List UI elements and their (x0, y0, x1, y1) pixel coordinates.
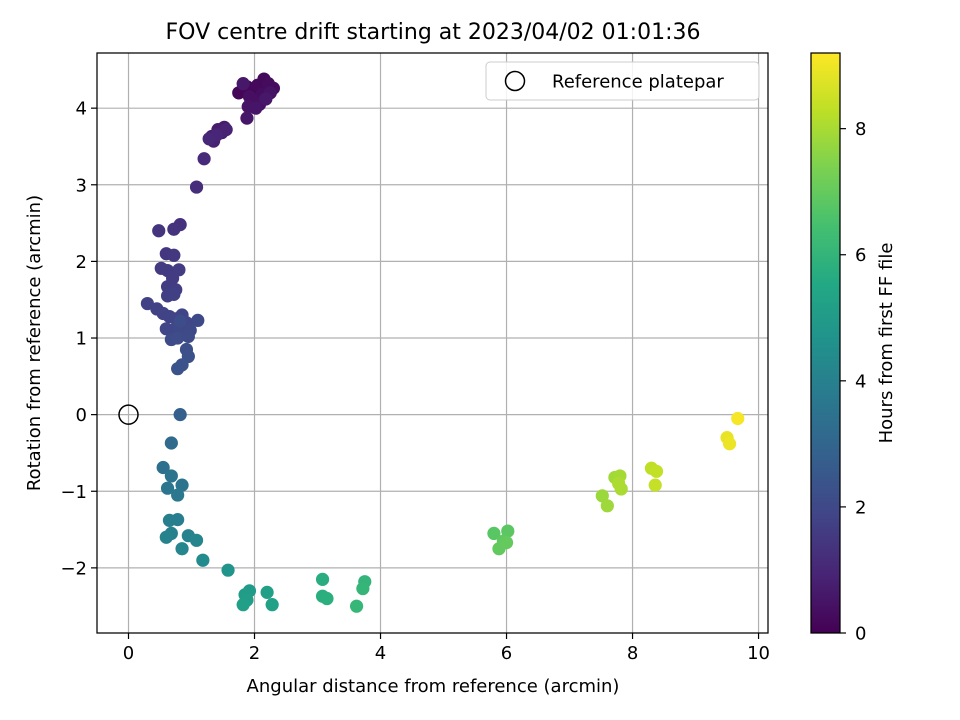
data-point (236, 598, 250, 612)
data-point (164, 436, 178, 450)
colorbar-tick-label: 2 (855, 497, 866, 518)
x-tick-label: 8 (627, 643, 638, 664)
data-point (499, 535, 514, 550)
data-point (171, 488, 185, 502)
data-point (249, 101, 263, 115)
reference-platepar-marker (118, 404, 139, 425)
data-point (487, 526, 501, 540)
data-point (202, 132, 216, 146)
data-point (315, 572, 330, 586)
data-point (175, 542, 189, 556)
data-point (196, 553, 210, 567)
colorbar: 0 2 4 6 8 Hours from first FF file (810, 52, 897, 645)
legend: Reference platepar (485, 61, 760, 101)
x-tick-label: 2 (249, 643, 260, 664)
data-point (236, 77, 250, 91)
data-point (648, 478, 662, 492)
data-point (649, 464, 664, 478)
data-point (189, 180, 204, 194)
x-tick-label: 0 (123, 643, 134, 664)
data-point (722, 437, 737, 451)
legend-label: Reference platepar (552, 72, 724, 93)
data-point (260, 585, 274, 599)
y-tick-label: 4 (76, 99, 87, 120)
colorbar-frame (810, 52, 841, 634)
colorbar-tick-label: 4 (855, 371, 866, 392)
y-tick-label: 2 (76, 252, 87, 273)
colorbar-ticks: 0 2 4 6 8 (840, 119, 866, 645)
colorbar-tick-label: 8 (855, 119, 866, 140)
data-point (349, 599, 364, 613)
y-tick-label: 0 (76, 405, 87, 426)
data-point (156, 460, 170, 475)
data-point (259, 92, 273, 106)
plot-frame (96, 52, 769, 634)
y-tick-label: 3 (76, 175, 87, 196)
data-point (171, 362, 185, 376)
data-point (152, 224, 166, 238)
data-point (240, 111, 254, 125)
data-point (242, 90, 257, 104)
x-tick-label: 10 (747, 643, 770, 664)
x-tick-label: 4 (375, 643, 386, 664)
data-point (162, 513, 177, 527)
y-axis-ticks: −2 −1 0 1 2 3 4 (60, 99, 97, 579)
data-point (160, 481, 175, 495)
data-point (197, 152, 211, 166)
y-tick-label: 1 (76, 329, 87, 350)
x-axis-ticks: 0 2 4 6 8 10 (123, 633, 770, 664)
data-point (167, 248, 181, 262)
data-point (173, 408, 187, 422)
data-point (175, 478, 189, 492)
data-point (265, 598, 279, 612)
colorbar-gradient (811, 53, 840, 633)
data-point (189, 533, 204, 547)
grid (97, 53, 768, 633)
x-axis-label: Angular distance from reference (arcmin) (247, 676, 620, 697)
data-point (595, 489, 609, 503)
data-point (181, 329, 195, 344)
colorbar-tick-label: 6 (855, 245, 866, 266)
x-tick-label: 6 (501, 643, 512, 664)
data-point (600, 499, 614, 513)
data-point (164, 469, 178, 483)
y-axis-label: Rotation from reference (arcmin) (24, 195, 45, 491)
data-point (191, 313, 205, 327)
data-point (320, 591, 334, 606)
legend-box (485, 61, 760, 101)
data-point (612, 476, 626, 491)
data-point (171, 331, 185, 345)
data-points (140, 72, 745, 613)
data-point (731, 411, 745, 426)
data-point (221, 563, 235, 577)
data-point (501, 524, 515, 538)
data-point (356, 581, 370, 596)
plot-background (97, 53, 768, 633)
colorbar-label: Hours from first FF file (876, 243, 897, 444)
colorbar-tick-label: 0 (855, 624, 866, 645)
data-point (159, 530, 173, 544)
plot-area: 0 2 4 6 8 10 −2 −1 0 1 2 3 4 (60, 52, 770, 664)
y-tick-label: −2 (60, 558, 87, 579)
chart-title: FOV centre drift starting at 2023/04/02 … (166, 20, 701, 45)
y-tick-label: −1 (60, 482, 87, 503)
data-point (167, 287, 181, 301)
data-point (167, 222, 181, 236)
data-point (173, 314, 187, 328)
legend-marker (504, 70, 526, 92)
